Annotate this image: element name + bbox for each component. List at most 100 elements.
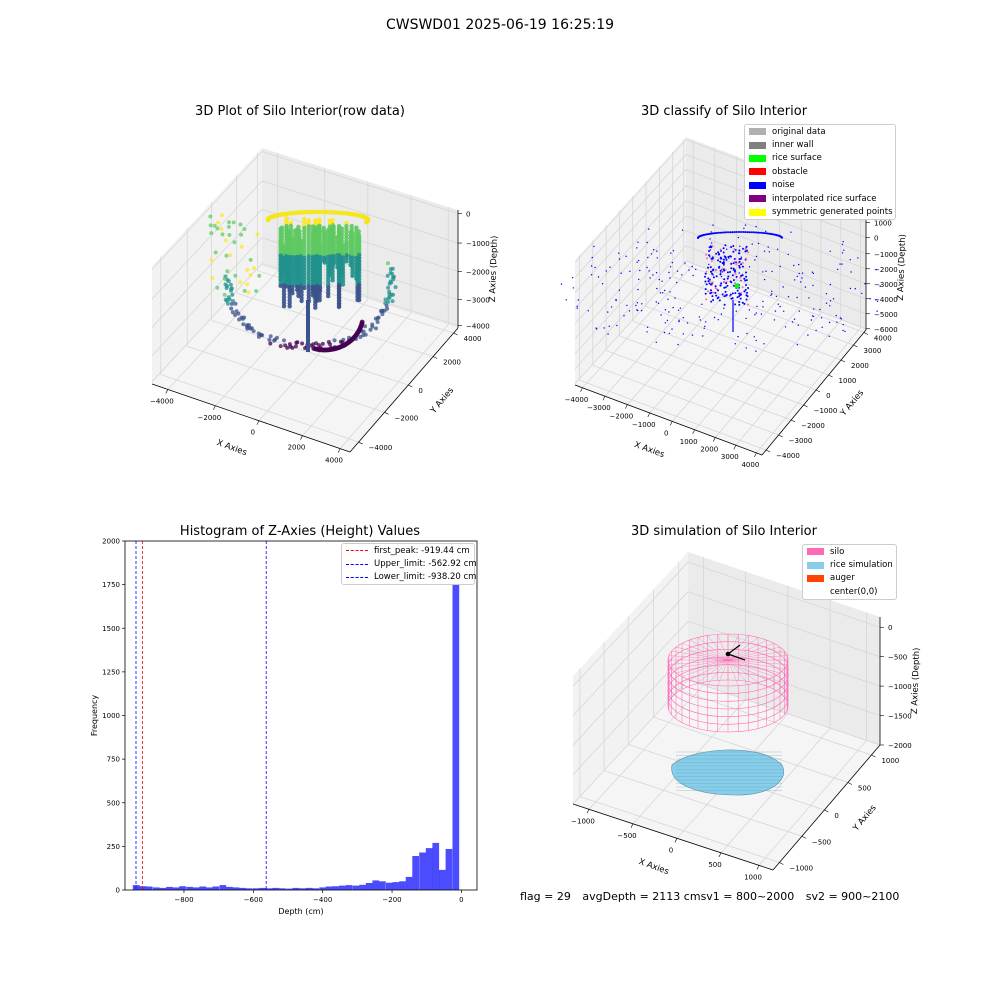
data-point [373, 316, 378, 321]
data-point [245, 267, 250, 272]
data-point [385, 273, 390, 278]
data-point [302, 285, 307, 291]
flag-value: flag = 29 [520, 890, 571, 903]
data-point [380, 312, 385, 317]
z-gridline [151, 151, 459, 270]
data-point [236, 311, 241, 316]
x-tick-label: −4000 [150, 397, 174, 405]
data-point [336, 303, 342, 309]
z-gridline [151, 263, 459, 382]
x-axis-label: X Axies [215, 438, 248, 458]
legend-label: interpolated rice surface [772, 193, 877, 204]
data-point [238, 222, 243, 227]
legend-label: Lower_limit: -938.20 cm [374, 572, 477, 583]
legend-swatch [749, 168, 766, 176]
data-point [313, 305, 318, 310]
data-points [208, 209, 398, 353]
legend-label: obstacle [772, 166, 808, 177]
y-axis-line [349, 327, 459, 453]
data-point [268, 341, 273, 346]
data-point [254, 289, 259, 293]
x-axis-line [151, 383, 351, 453]
legend-item: noise [745, 179, 895, 192]
data-point [385, 306, 390, 311]
data-point [252, 266, 257, 271]
legend-item: first_peak: -919.44 cm [342, 544, 474, 557]
data-point [226, 301, 230, 306]
data-point [230, 292, 235, 297]
data-point [257, 273, 262, 278]
legend-label: silo [830, 546, 845, 557]
data-point [215, 226, 220, 231]
data-point [208, 223, 213, 228]
data-point [383, 301, 388, 306]
z-axis-label: Z Axies (Depth) [488, 235, 500, 302]
legend-swatch [749, 208, 766, 216]
data-point [379, 309, 383, 314]
data-point [219, 227, 224, 231]
data-point [338, 339, 343, 344]
data-point [388, 267, 393, 272]
data-point [393, 285, 398, 290]
panel2-title: 3D classify of Silo Interior [640, 104, 808, 119]
data-point [332, 338, 337, 343]
data-point [357, 297, 362, 303]
data-point [282, 338, 286, 343]
data-point [215, 285, 220, 290]
data-point [358, 335, 363, 339]
data-point [350, 273, 355, 278]
data-point [290, 291, 295, 296]
data-point [273, 337, 277, 342]
data-point [374, 326, 378, 331]
x-tick-label: 4000 [325, 457, 343, 465]
legend-label: Upper_limit: -562.92 cm [374, 559, 477, 570]
data-point [309, 343, 314, 348]
data-point [287, 304, 292, 309]
legend-item: auger [803, 572, 896, 585]
data-point [222, 292, 227, 297]
y-tick-label: −4000 [369, 444, 393, 452]
data-point [222, 276, 227, 281]
legend-line [346, 563, 368, 565]
legend-item: interpolated rice surface [745, 192, 895, 205]
x-tick-label: 0 [251, 429, 255, 437]
data-point [390, 299, 395, 304]
data-point [328, 342, 333, 347]
y-gridline [236, 292, 434, 357]
sv1-value: sv1 = 800~2000 [700, 890, 795, 903]
z-tick-label: −4000 [466, 323, 490, 331]
y-tick-label: −2000 [395, 414, 419, 422]
legend-swatch [807, 574, 824, 582]
legend-item: inner wall [745, 138, 895, 151]
data-point [311, 290, 316, 296]
legend-swatch [749, 181, 766, 189]
legend-item: center(0,0) [803, 585, 896, 598]
y-gridline [160, 374, 359, 443]
legend-item: obstacle [745, 165, 895, 178]
x-tick [337, 448, 341, 453]
data-point [383, 297, 388, 302]
data-point [210, 276, 215, 280]
sv2-value: sv2 = 900~2100 [805, 890, 900, 903]
data-point [208, 214, 213, 219]
legend-label: rice simulation [830, 560, 893, 571]
data-point [213, 250, 218, 255]
data-point [229, 306, 234, 311]
data-point [256, 334, 261, 339]
legend-label: original data [772, 126, 826, 137]
legend-label: rice surface [772, 153, 822, 164]
legend-swatch [749, 154, 766, 162]
legend-swatch [749, 128, 766, 136]
avg-depth-value: avgDepth = 2113 cm [582, 890, 701, 903]
legend-swatch [807, 588, 824, 596]
x-tick [213, 405, 216, 410]
data-point [242, 288, 247, 293]
data-point [247, 323, 251, 327]
data-point [248, 257, 253, 262]
data-point [223, 238, 228, 243]
y-gridline [211, 319, 409, 386]
legend-swatch [807, 548, 824, 556]
legend-line [346, 576, 368, 578]
data-point [246, 290, 251, 295]
